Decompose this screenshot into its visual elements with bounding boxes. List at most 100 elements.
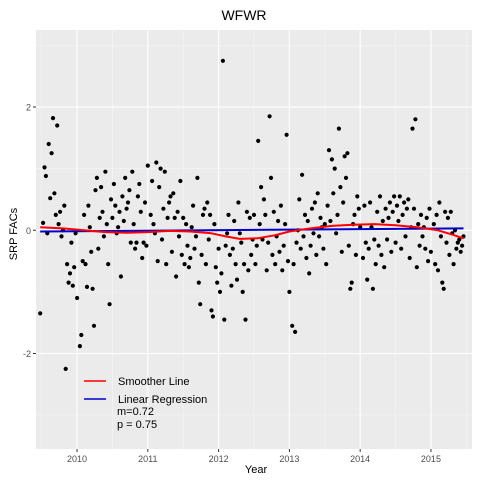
data-point [339,249,344,254]
data-point [318,215,323,220]
data-point [392,194,397,199]
y-tick-label: 0 [26,226,31,236]
data-point [210,314,215,319]
data-point [301,234,306,239]
data-point [460,243,465,248]
data-point [123,175,128,180]
data-point [403,234,408,239]
data-point [142,200,148,205]
data-point [346,243,351,248]
data-point [140,255,145,261]
data-point [407,255,412,261]
data-point [352,212,357,217]
data-point [417,243,422,248]
x-tick-label: 2013 [279,454,299,464]
data-point [283,222,288,227]
data-point [161,206,166,211]
data-point [232,218,237,224]
data-point [99,185,104,190]
data-point [46,141,51,147]
data-point [215,280,220,285]
y-tick-label: -2 [23,349,31,359]
data-point [261,197,266,202]
data-point [87,225,92,230]
x-tick-label: 2011 [138,454,157,464]
data-point [229,283,234,288]
data-point [159,237,165,242]
data-point [342,154,347,159]
data-point [135,194,140,199]
data-point [331,191,336,196]
data-point [145,163,150,168]
data-point [312,200,317,205]
data-point [175,209,180,214]
data-point [182,262,187,267]
data-point [62,203,67,208]
data-point [338,185,343,190]
data-point [96,246,101,251]
data-point [353,252,358,257]
data-point [125,200,131,205]
data-point [372,237,377,242]
chart-title: WFWR [221,7,266,23]
data-point [443,209,448,214]
data-point [167,200,172,205]
data-point [63,366,68,371]
data-point [281,243,286,248]
data-point [447,252,452,257]
data-point [247,215,252,220]
data-point [186,265,191,270]
data-point [137,181,142,187]
data-point [168,194,173,199]
y-tick-label: 2 [26,103,31,113]
data-point [220,58,225,63]
data-point [209,308,214,313]
data-point [84,284,90,289]
data-point [332,166,337,171]
data-point [141,240,146,245]
data-point [317,234,322,239]
data-point [213,265,218,270]
data-point [117,209,122,214]
data-point [144,243,149,248]
data-point [431,222,436,227]
data-point [433,262,438,267]
data-point [257,222,262,227]
data-point [406,197,411,202]
data-point [75,295,80,301]
data-point [441,286,446,291]
data-point [192,246,197,251]
data-point [77,344,82,349]
data-point [184,222,189,227]
data-point [128,240,133,245]
data-point [49,151,54,156]
data-point [239,240,244,245]
data-point [208,212,213,217]
data-point [200,212,206,217]
data-point [240,289,245,294]
data-point [172,215,177,220]
data-point [124,206,129,211]
data-point [394,203,400,208]
regression-line [40,227,464,233]
data-point [185,243,190,248]
data-point [264,268,269,273]
data-point [104,222,109,227]
data-point [91,323,97,328]
data-point [203,262,208,267]
data-point [444,240,449,245]
data-point [242,262,247,267]
data-point [50,116,56,121]
data-point [314,252,319,257]
data-point [362,203,367,208]
data-point [107,302,112,307]
data-point [423,246,428,251]
x-tick-label: 2012 [209,454,229,464]
data-point [90,286,95,291]
data-point [101,234,106,239]
data-point [38,311,43,316]
data-point [400,212,405,217]
data-point [222,317,227,322]
legend-p-value: p = 0.75 [117,419,157,431]
x-tick-label: 2015 [421,454,441,464]
